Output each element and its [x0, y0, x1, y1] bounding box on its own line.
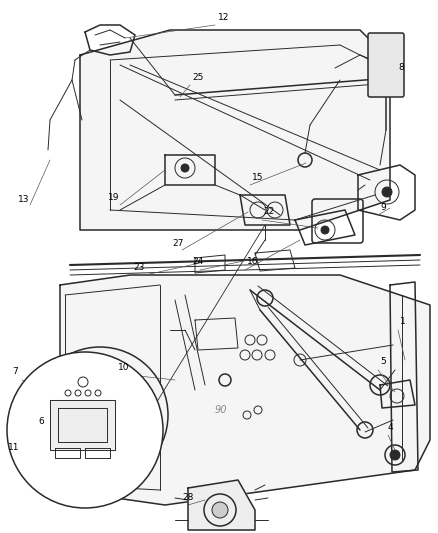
- Text: 12: 12: [218, 13, 230, 22]
- Polygon shape: [188, 480, 255, 530]
- Text: 25: 25: [192, 74, 203, 83]
- Text: 19: 19: [108, 193, 120, 203]
- Text: 11: 11: [8, 443, 20, 453]
- Circle shape: [390, 450, 400, 460]
- Circle shape: [321, 226, 329, 234]
- Text: 4: 4: [388, 424, 394, 432]
- Text: 5: 5: [380, 358, 386, 367]
- Polygon shape: [50, 400, 115, 450]
- Text: 6: 6: [38, 417, 44, 426]
- Text: 23: 23: [133, 263, 145, 272]
- Circle shape: [181, 164, 189, 172]
- Text: 22: 22: [263, 207, 274, 216]
- Text: 28: 28: [182, 494, 193, 503]
- Polygon shape: [80, 30, 390, 230]
- Text: 24: 24: [192, 257, 203, 266]
- Circle shape: [212, 502, 228, 518]
- FancyBboxPatch shape: [368, 33, 404, 97]
- Polygon shape: [60, 275, 430, 505]
- Circle shape: [382, 187, 392, 197]
- Text: 13: 13: [18, 196, 29, 205]
- Text: 15: 15: [252, 174, 264, 182]
- Text: 1: 1: [400, 318, 406, 327]
- Text: 10: 10: [118, 364, 130, 373]
- Circle shape: [32, 347, 168, 483]
- Text: 9: 9: [380, 203, 386, 212]
- Text: 90: 90: [215, 405, 227, 415]
- Text: 8: 8: [398, 63, 404, 72]
- Circle shape: [7, 352, 163, 508]
- Circle shape: [52, 447, 58, 453]
- Text: 7: 7: [12, 367, 18, 376]
- Text: 16: 16: [247, 257, 258, 266]
- Text: 27: 27: [172, 238, 184, 247]
